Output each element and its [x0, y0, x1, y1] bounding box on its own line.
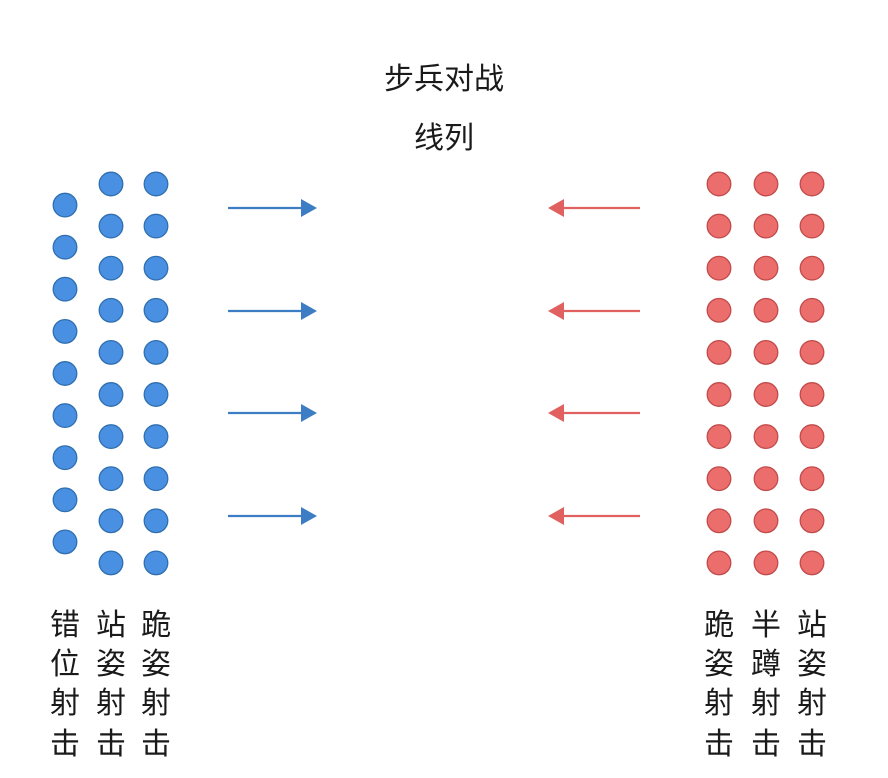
svg-text:站: 站 [96, 609, 126, 642]
svg-text:击: 击 [704, 728, 734, 761]
svg-text:击: 击 [50, 728, 80, 761]
svg-text:击: 击 [141, 728, 171, 761]
svg-text:击: 击 [96, 728, 126, 761]
svg-text:错: 错 [50, 609, 80, 642]
svg-text:射: 射 [96, 687, 126, 720]
svg-text:射: 射 [141, 687, 171, 720]
svg-text:站: 站 [797, 609, 827, 642]
svg-text:射: 射 [704, 687, 734, 720]
svg-text:击: 击 [751, 728, 781, 761]
svg-text:姿: 姿 [96, 648, 126, 681]
svg-text:姿: 姿 [141, 648, 171, 681]
svg-text:姿: 姿 [797, 648, 827, 681]
svg-text:线列: 线列 [414, 122, 474, 155]
svg-text:射: 射 [751, 687, 781, 720]
svg-text:射: 射 [50, 687, 80, 720]
svg-text:位: 位 [50, 648, 80, 681]
svg-text:半: 半 [751, 609, 781, 642]
svg-text:射: 射 [797, 687, 827, 720]
svg-text:蹲: 蹲 [751, 648, 781, 681]
svg-text:步兵对战: 步兵对战 [384, 63, 504, 96]
svg-text:击: 击 [797, 728, 827, 761]
svg-text:姿: 姿 [704, 648, 734, 681]
svg-text:跪: 跪 [141, 609, 171, 642]
svg-text:跪: 跪 [704, 609, 734, 642]
